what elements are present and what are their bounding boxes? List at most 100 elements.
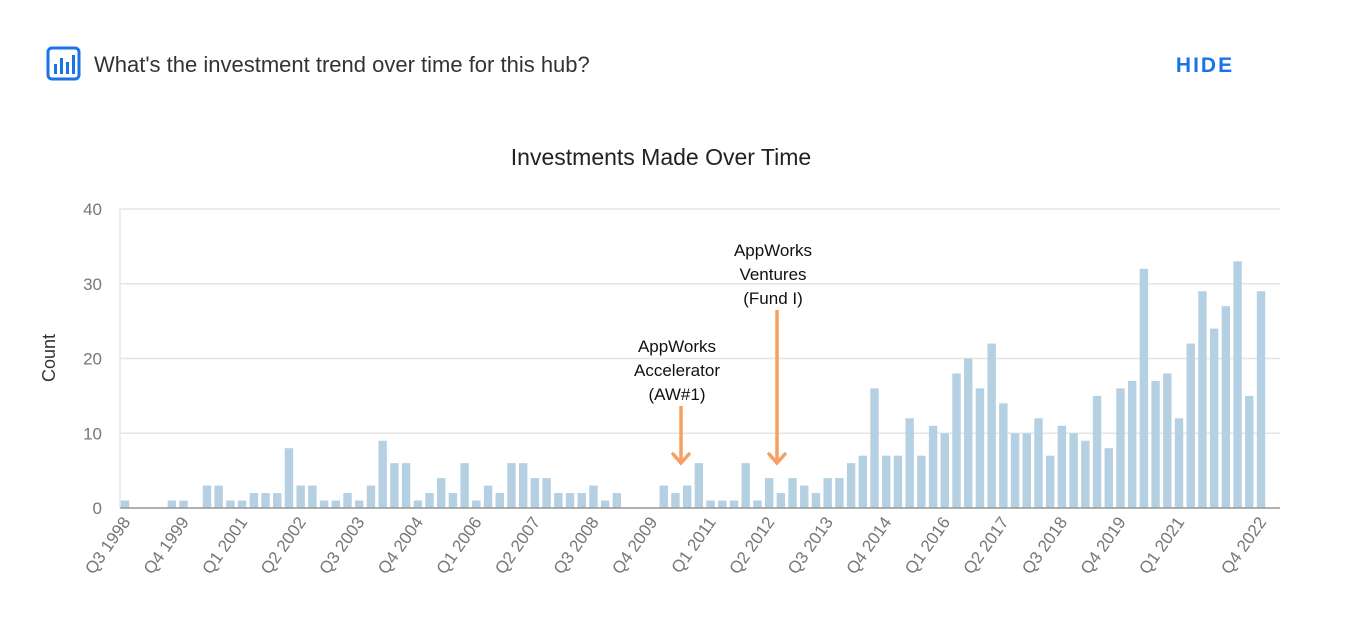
bar bbox=[764, 478, 774, 508]
bar bbox=[495, 493, 504, 508]
bar bbox=[577, 493, 586, 508]
bar bbox=[718, 500, 727, 508]
bar bbox=[882, 455, 891, 508]
bar bbox=[788, 478, 797, 508]
bar bbox=[1245, 395, 1254, 508]
bar bbox=[612, 493, 622, 508]
bar bbox=[1174, 418, 1184, 508]
x-tick-label: Q1 2016 bbox=[901, 513, 954, 577]
bar bbox=[273, 493, 282, 508]
bar bbox=[589, 485, 598, 508]
bar bbox=[776, 493, 786, 508]
bar bbox=[846, 463, 856, 508]
bar bbox=[1081, 440, 1090, 508]
annotation-arrowhead bbox=[767, 452, 787, 466]
bar bbox=[975, 388, 985, 508]
bar bbox=[319, 500, 329, 508]
bar bbox=[1233, 261, 1242, 508]
bar bbox=[905, 418, 914, 508]
x-tick-label: Q2 2002 bbox=[257, 513, 310, 577]
bar bbox=[682, 485, 692, 508]
bar bbox=[1163, 373, 1172, 508]
x-tick-label: Q1 2006 bbox=[433, 513, 486, 577]
question: What's the investment trend over time fo… bbox=[94, 52, 590, 77]
bar bbox=[1057, 425, 1067, 508]
bar bbox=[706, 500, 715, 508]
bar bbox=[928, 425, 938, 508]
bar bbox=[729, 500, 739, 508]
x-tick-label: Q3 1998 bbox=[81, 513, 134, 577]
annotation-text: AppWorks bbox=[638, 337, 716, 356]
chart-title: Investments Made Over Time bbox=[511, 144, 811, 170]
bar bbox=[952, 373, 961, 508]
y-tick-label: 40 bbox=[83, 200, 102, 219]
bar bbox=[1139, 268, 1149, 508]
bar bbox=[378, 440, 387, 508]
x-tick-label: Q3 2013 bbox=[784, 513, 837, 577]
bar bbox=[448, 493, 458, 508]
bar bbox=[237, 500, 247, 508]
annotation-text: (AW#1) bbox=[649, 385, 706, 404]
bar bbox=[437, 478, 446, 508]
bar bbox=[1069, 433, 1078, 508]
bar bbox=[331, 500, 341, 508]
bar bbox=[1221, 306, 1231, 508]
x-tick-label: Q2 2012 bbox=[725, 513, 778, 577]
bar bbox=[460, 463, 469, 508]
bar bbox=[835, 478, 844, 508]
y-axis-label: Count bbox=[39, 334, 59, 382]
x-tick-label: Q4 2009 bbox=[608, 513, 661, 577]
bar bbox=[518, 463, 528, 508]
bar bbox=[741, 463, 750, 508]
bar bbox=[343, 493, 352, 508]
bar bbox=[542, 478, 551, 508]
bar bbox=[964, 358, 973, 508]
bar bbox=[1127, 380, 1137, 508]
annotation-text: Accelerator bbox=[634, 361, 720, 380]
bar bbox=[554, 493, 563, 508]
x-tick-label: Q4 2022 bbox=[1217, 513, 1270, 577]
bar bbox=[671, 493, 680, 508]
bar bbox=[600, 500, 610, 508]
y-tick-label: 20 bbox=[83, 350, 102, 369]
bar bbox=[1045, 455, 1055, 508]
bar bbox=[366, 485, 376, 508]
bar bbox=[261, 493, 270, 508]
x-tick-label: Q2 2007 bbox=[491, 513, 544, 577]
x-tick-label: Q4 1999 bbox=[140, 513, 193, 577]
bar bbox=[120, 500, 130, 508]
bar bbox=[214, 485, 223, 508]
bar bbox=[694, 463, 704, 508]
y-tick-label: 10 bbox=[83, 424, 102, 443]
x-tick-label: Q3 2003 bbox=[316, 513, 369, 577]
x-tick-label: Q4 2004 bbox=[374, 513, 427, 577]
bar bbox=[179, 500, 188, 508]
bar bbox=[811, 493, 821, 508]
bar bbox=[1198, 291, 1207, 508]
bar bbox=[483, 485, 493, 508]
x-tick-label: Q2 2017 bbox=[960, 513, 1013, 577]
bar bbox=[1209, 328, 1219, 508]
bar bbox=[413, 500, 422, 508]
bar bbox=[167, 500, 177, 508]
x-tick-label: Q3 2008 bbox=[550, 513, 603, 577]
bar bbox=[284, 448, 294, 508]
bar bbox=[893, 455, 903, 508]
bar bbox=[858, 455, 868, 508]
annotation-arrowhead bbox=[671, 452, 691, 466]
bar bbox=[226, 500, 235, 508]
bar bbox=[1010, 433, 1020, 508]
annotation-text: (Fund I) bbox=[743, 289, 803, 308]
bar bbox=[1256, 291, 1266, 508]
bar bbox=[530, 478, 540, 508]
hide-button[interactable]: HIDE bbox=[1176, 54, 1234, 77]
bar bbox=[202, 485, 212, 508]
y-tick-label: 30 bbox=[83, 275, 102, 294]
x-tick-label: Q1 2021 bbox=[1135, 513, 1188, 577]
annotation-text: AppWorks bbox=[734, 241, 812, 260]
bar bbox=[1034, 418, 1043, 508]
x-tick-label: Q3 2018 bbox=[1018, 513, 1071, 577]
bar bbox=[1186, 343, 1195, 508]
